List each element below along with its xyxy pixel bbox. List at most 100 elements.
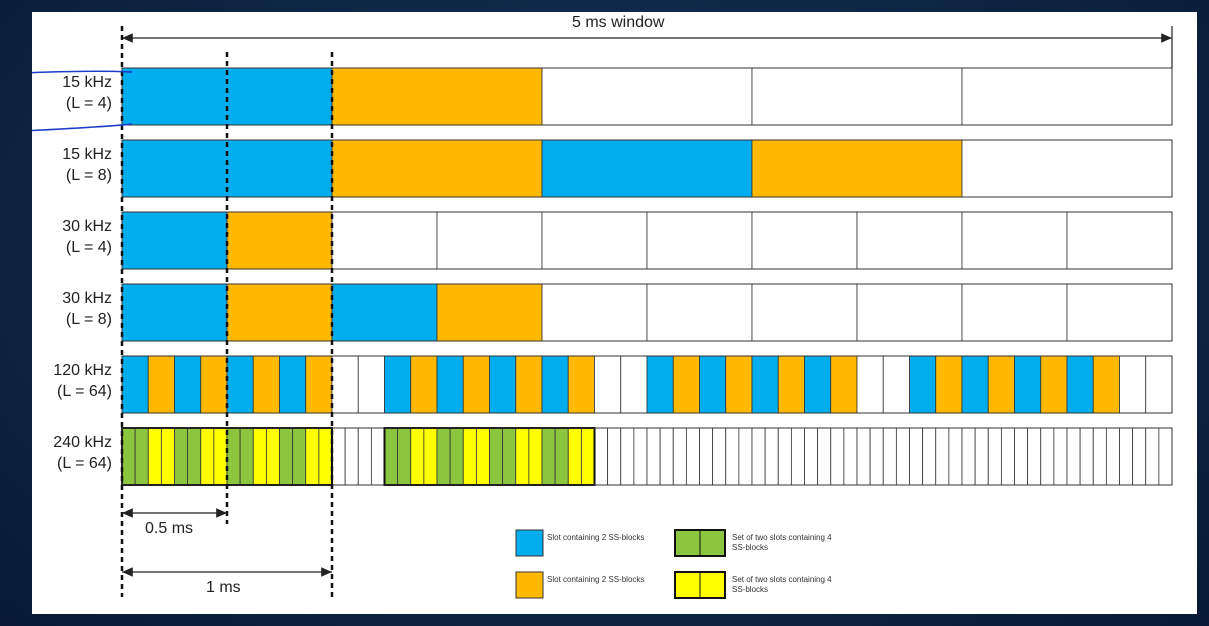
slot [331,211,438,270]
slot [1119,427,1134,486]
legend-label: Set of two slots containing 4 SS-blocks [732,575,832,594]
slot [751,67,963,126]
slot [882,355,910,414]
slot [830,427,845,486]
legend-swatch-blue [515,529,544,557]
slot [436,427,451,486]
slot [961,283,1068,342]
slot [410,427,425,486]
slot [699,355,727,414]
ss-burst-diagram [32,26,1173,599]
slot [541,283,648,342]
slot [174,427,189,486]
slot [672,355,700,414]
slot [961,139,1173,198]
slot [331,427,346,486]
slot [200,355,228,414]
slot [121,211,228,270]
slot [817,427,832,486]
slot [331,67,543,126]
slot [239,427,254,486]
slot [856,427,871,486]
row-label-scs: 30 kHz (L = 8) [62,290,112,328]
slot [423,427,438,486]
slot [974,427,989,486]
slot [265,427,280,486]
slot [213,427,228,486]
slot [1027,427,1042,486]
slot [436,211,543,270]
slot [751,355,779,414]
slot [462,355,490,414]
slot [541,211,648,270]
slot [331,139,543,198]
slot [712,427,727,486]
slot [502,427,517,486]
slot [1158,427,1173,486]
slot [357,355,385,414]
row-frame [121,355,1173,414]
slot [160,427,175,486]
slot [370,427,385,486]
slot [620,355,648,414]
slot [922,427,937,486]
row-label-scs: 240 kHz (L = 64) [53,434,112,472]
slot [909,355,937,414]
one-ms-label: 1 ms [206,579,241,596]
slot [856,283,963,342]
slot [489,427,504,486]
annotation-stroke [32,123,133,132]
diagram-panel: 5 ms window 15 kHz (L = 4) 15 kHz (L = 8) … [32,12,1197,614]
slot [646,211,753,270]
slot [305,355,333,414]
slot [961,427,976,486]
slot [541,427,556,486]
slot [515,355,543,414]
slot [856,211,963,270]
slot [279,355,307,414]
slot [449,427,464,486]
slot [751,211,858,270]
slot [987,427,1002,486]
slot [987,355,1015,414]
slot [528,427,543,486]
slot [174,355,202,414]
slot [226,283,333,342]
row-frame [121,67,1173,126]
slot [515,427,530,486]
slot [344,427,359,486]
slot [331,355,359,414]
slot [764,427,779,486]
slot [1014,427,1029,486]
slot [200,427,215,486]
slot [935,427,950,486]
slot [685,427,700,486]
slot [554,427,569,486]
legend-swatch-orange [515,571,544,599]
slot [843,427,858,486]
slot [121,427,136,486]
slot [318,427,333,486]
slot [1066,283,1173,342]
slot [1145,355,1173,414]
slot [384,355,412,414]
legend-label: Set of two slots containing 4 SS-blocks [732,533,832,552]
row-frame [121,283,1173,342]
slot [607,427,622,486]
slot [357,427,372,486]
slot [1132,427,1147,486]
slot [751,427,766,486]
slot [869,427,884,486]
slot [462,427,477,486]
slot [961,67,1173,126]
row-label-scs: 15 kHz (L = 4) [62,74,112,112]
slot [594,355,622,414]
slot [567,355,595,414]
slot [672,427,687,486]
slot [961,211,1068,270]
slot [830,355,858,414]
slot [541,355,569,414]
slot [751,283,858,342]
slot [226,211,333,270]
slot [646,355,674,414]
